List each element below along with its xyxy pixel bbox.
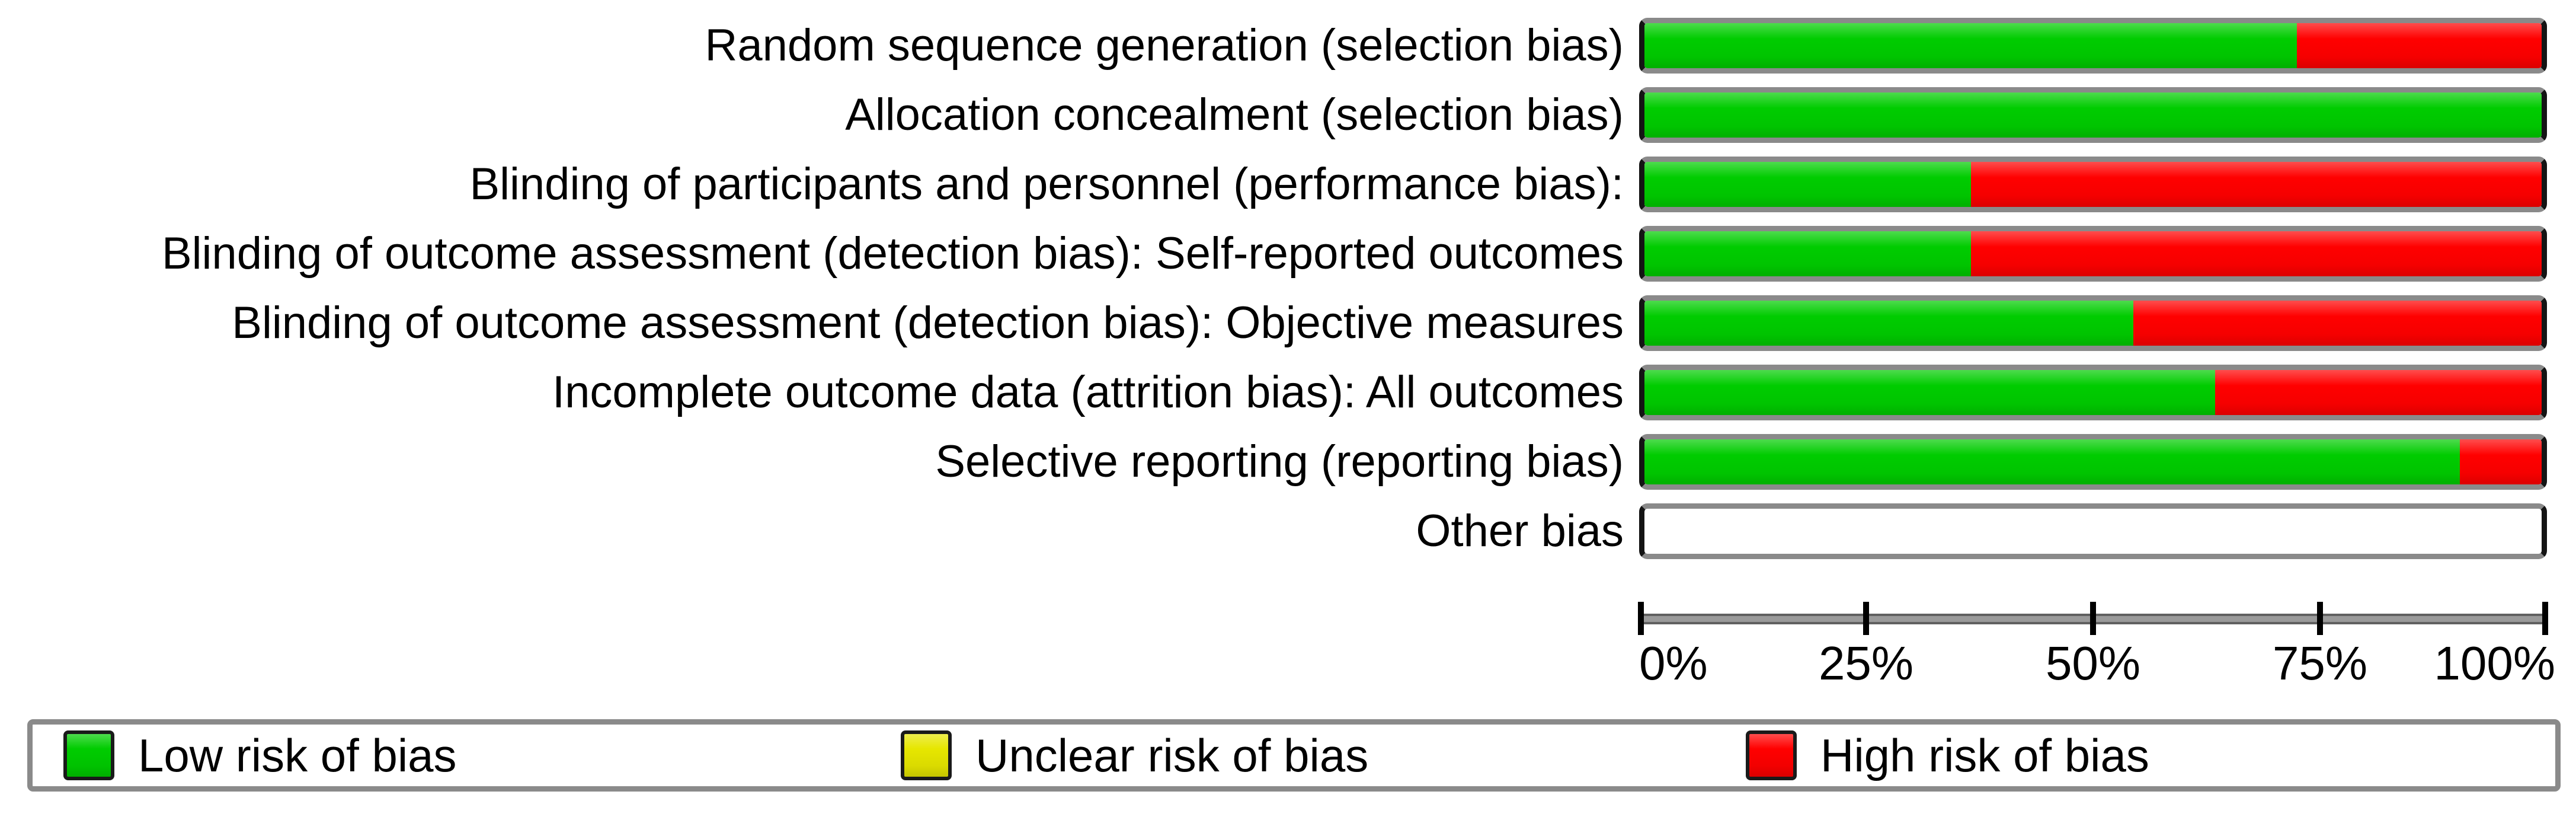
legend-label: Unclear risk of bias: [975, 729, 1369, 781]
bias-row: Incomplete outcome data (attrition bias)…: [0, 365, 2576, 420]
x-axis-tick-label: 100%: [2434, 637, 2555, 690]
high-risk-segment: [2460, 439, 2542, 484]
bias-bar: [1639, 157, 2547, 212]
high-risk-segment: [1971, 162, 2542, 207]
bias-bar: [1639, 87, 2547, 143]
x-axis-tick: [1638, 602, 1644, 635]
bias-bar: [1639, 365, 2547, 420]
low-risk-segment: [1644, 370, 2215, 415]
bias-row: Blinding of outcome assessment (detectio…: [0, 226, 2576, 282]
low-risk-segment: [1644, 231, 1972, 276]
bias-category-label: Allocation concealment (selection bias): [845, 90, 1624, 140]
x-axis-tick: [2317, 602, 2323, 635]
bias-row: Allocation concealment (selection bias): [0, 87, 2576, 143]
bias-category-label: Blinding of outcome assessment (detectio…: [161, 228, 1624, 279]
legend-item-unclear-risk: Unclear risk of bias: [901, 725, 1368, 786]
legend-label: Low risk of bias: [138, 729, 457, 781]
low-risk-segment: [1644, 23, 2297, 68]
bias-bar: [1639, 434, 2547, 490]
low-risk-segment: [1644, 162, 1972, 207]
legend-item-high-risk: High risk of bias: [1746, 725, 2149, 786]
bias-bar: [1639, 295, 2547, 351]
unclear-risk-swatch: [901, 730, 952, 780]
bias-category-label: Incomplete outcome data (attrition bias)…: [552, 367, 1624, 417]
x-axis-tick-label: 25%: [1818, 637, 1914, 690]
x-axis-tick-label: 75%: [2272, 637, 2368, 690]
high-risk-segment: [1971, 231, 2542, 276]
bias-category-label: Blinding of participants and personnel (…: [469, 159, 1624, 209]
low-risk-segment: [1644, 301, 2134, 346]
legend-label: High risk of bias: [1820, 729, 2149, 781]
bias-category-label: Blinding of outcome assessment (detectio…: [232, 298, 1624, 348]
bias-row: Selective reporting (reporting bias): [0, 434, 2576, 490]
bias-bar: [1639, 226, 2547, 282]
high-risk-segment: [2133, 301, 2542, 346]
high-risk-swatch: [1746, 730, 1797, 780]
bias-row: Blinding of participants and personnel (…: [0, 157, 2576, 212]
high-risk-segment: [2215, 370, 2542, 415]
bias-category-label: Random sequence generation (selection bi…: [705, 20, 1624, 71]
x-axis-tick-label: 0%: [1639, 637, 1708, 690]
bias-row: Random sequence generation (selection bi…: [0, 18, 2576, 74]
bias-row: Other bias: [0, 503, 2576, 559]
bias-bar: [1639, 18, 2547, 74]
legend-item-low-risk: Low risk of bias: [63, 725, 457, 786]
low-risk-segment: [1644, 92, 2542, 138]
bias-bar-empty: [1639, 503, 2547, 559]
bias-category-label: Other bias: [1416, 506, 1624, 556]
x-axis-tick: [2542, 602, 2548, 635]
high-risk-segment: [2296, 23, 2542, 68]
low-risk-segment: [1644, 439, 2460, 484]
low-risk-swatch: [63, 730, 114, 780]
x-axis-tick: [2090, 602, 2096, 635]
legend: Low risk of bias Unclear risk of bias Hi…: [27, 719, 2561, 792]
x-axis-tick: [1863, 602, 1869, 635]
bias-category-label: Selective reporting (reporting bias): [935, 436, 1624, 487]
x-axis: 0% 25% 50% 75% 100%: [1638, 601, 2555, 690]
x-axis-tick-label: 50%: [2045, 637, 2141, 690]
bias-row: Blinding of outcome assessment (detectio…: [0, 295, 2576, 351]
